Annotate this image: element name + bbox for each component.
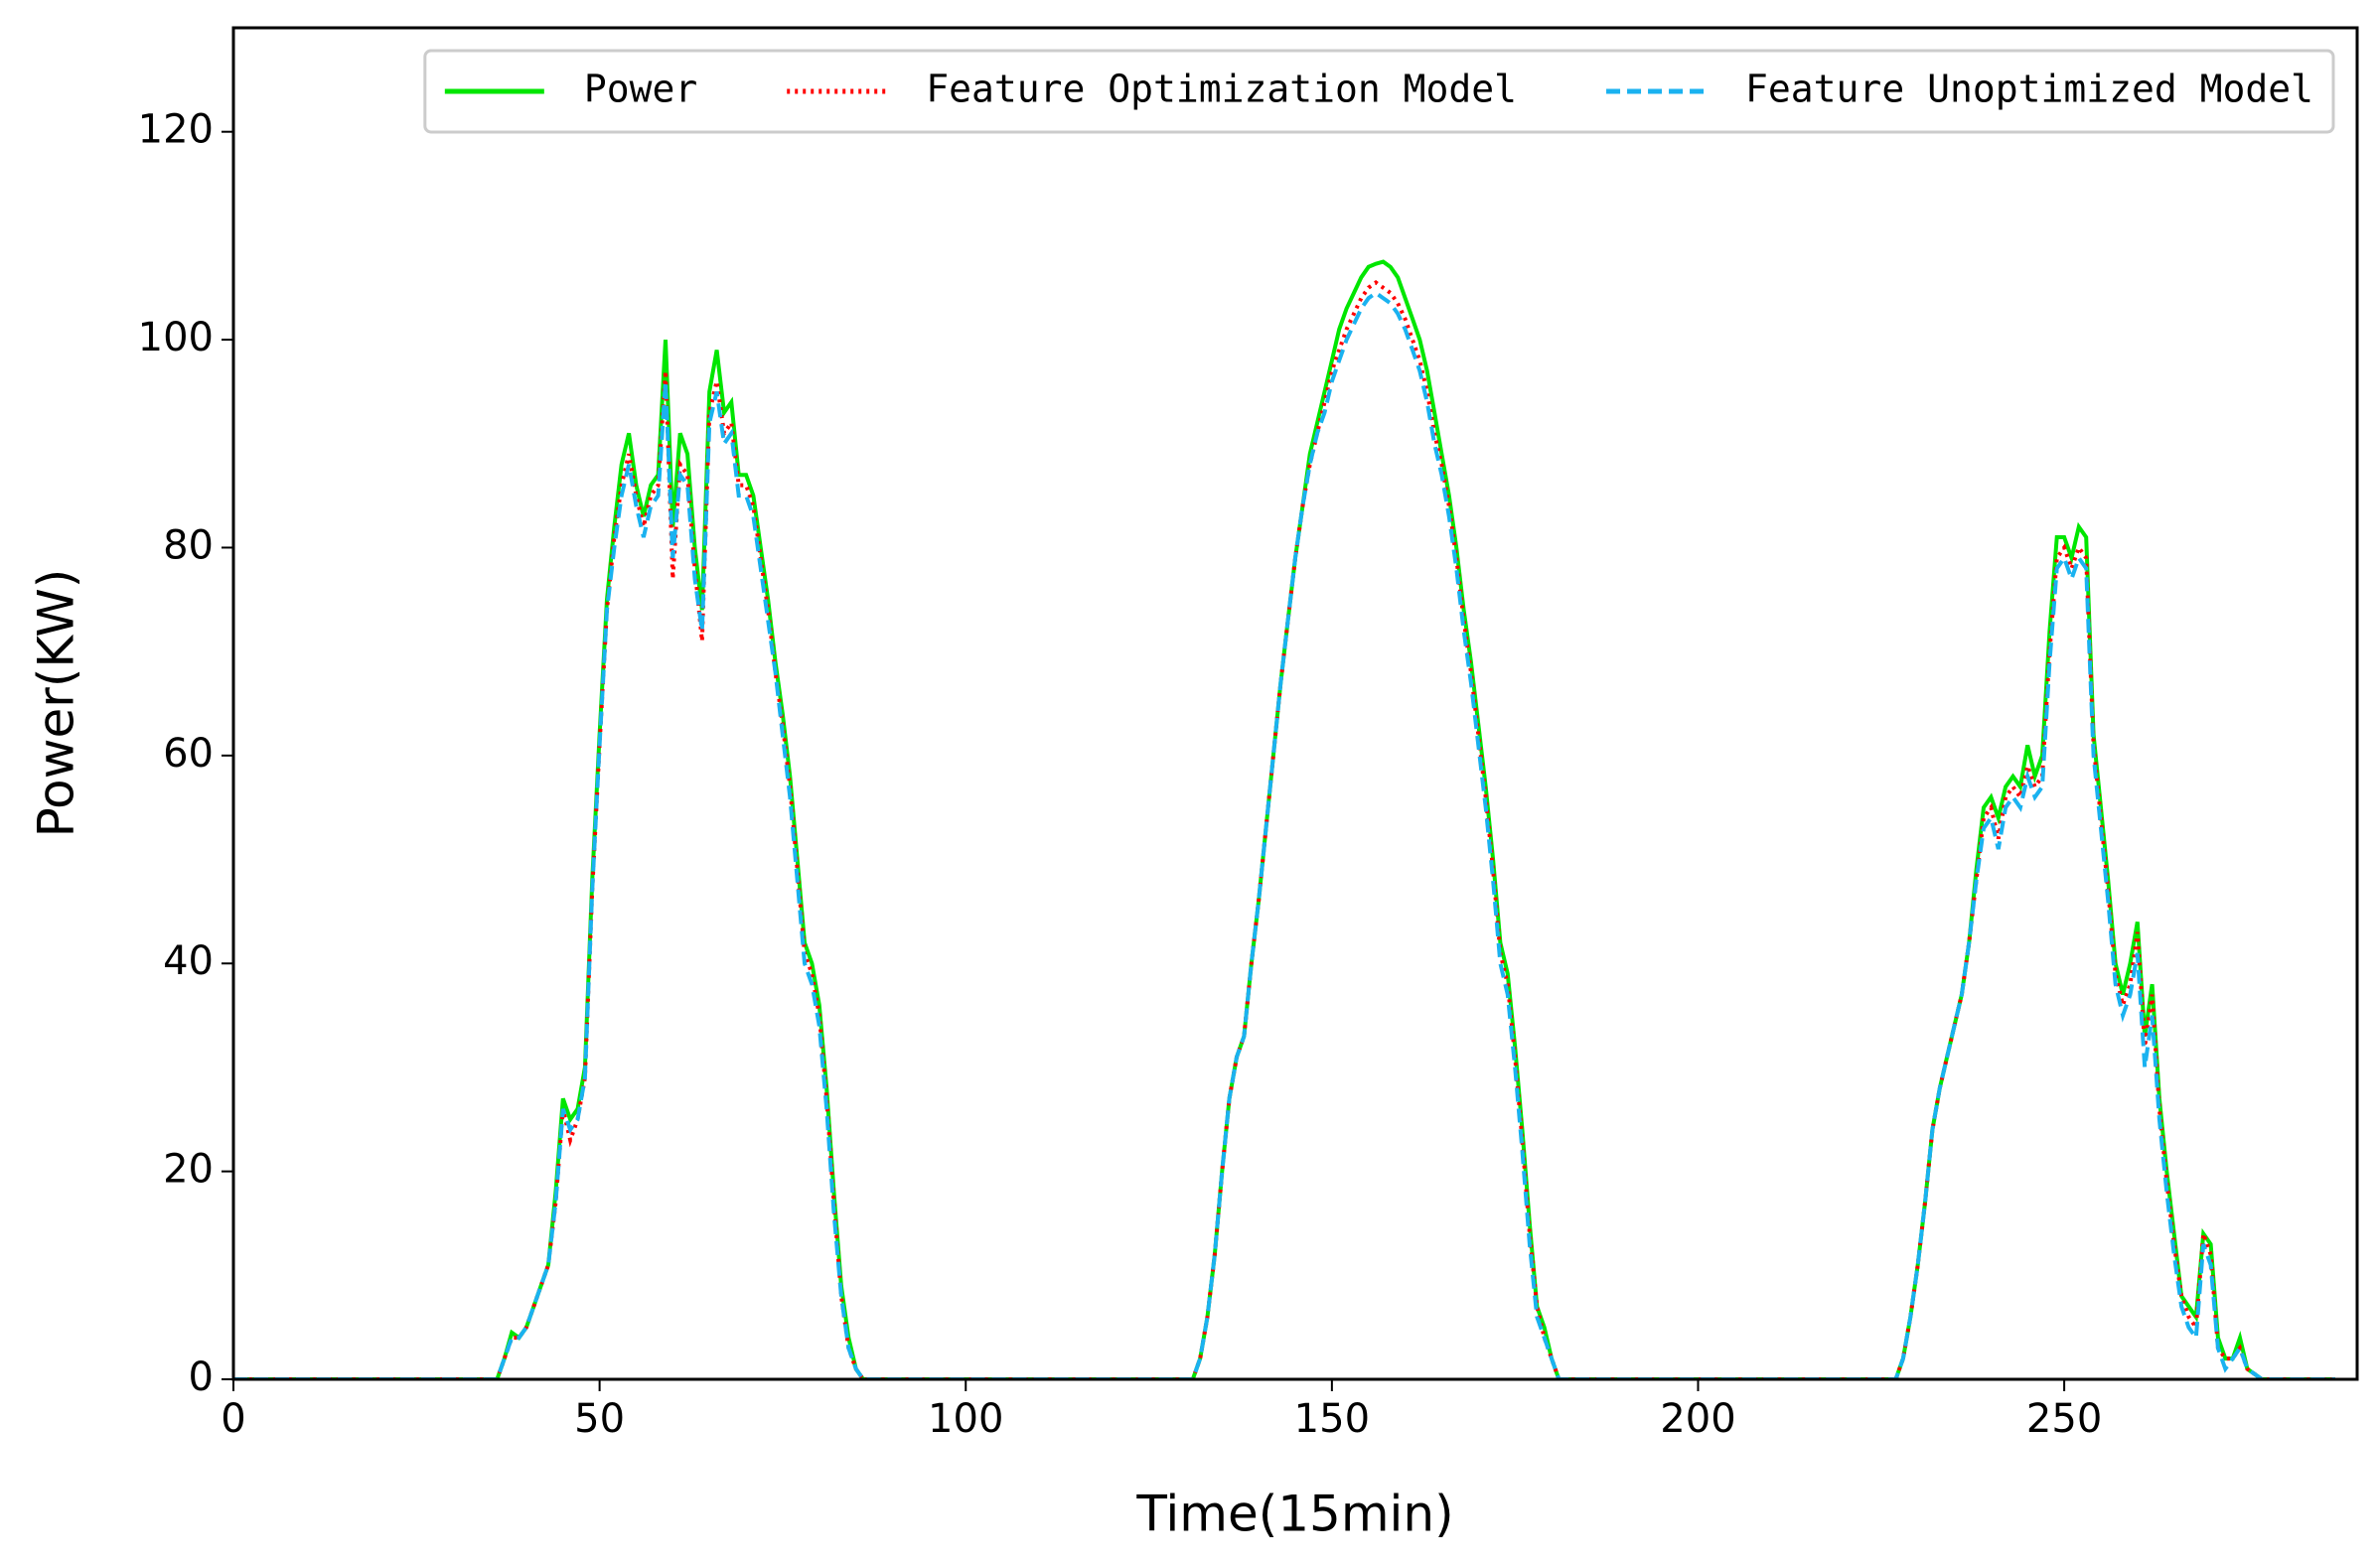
y-tick-label: 0	[189, 1354, 214, 1400]
legend-box	[423, 49, 2335, 134]
x-tick-label: 200	[1660, 1396, 1735, 1442]
y-tick-label: 20	[163, 1147, 214, 1193]
y-axis-label: Power(KW)	[28, 569, 85, 838]
y-tick-label: 120	[138, 107, 214, 153]
series-line	[233, 290, 2335, 1379]
legend-label: Power	[584, 68, 697, 111]
legend-label: Feature Unoptimized Model	[1745, 68, 2313, 111]
x-tick-label: 50	[574, 1396, 625, 1442]
legend-label: Feature Optimization Model	[926, 68, 1517, 111]
x-axis-label: Time(15min)	[1135, 1486, 1453, 1543]
legend: Power Feature Optimization Model Feature U…	[423, 49, 2335, 134]
y-tick-label: 60	[163, 731, 214, 777]
x-tick-label: 100	[928, 1396, 1003, 1442]
y-tick-label: 100	[138, 315, 214, 360]
y-tick-label: 80	[163, 522, 214, 568]
x-tick-label: 0	[221, 1396, 245, 1442]
x-tick-label: 150	[1294, 1396, 1370, 1442]
plot-frame	[231, 26, 2359, 1381]
x-tick-label: 250	[2026, 1396, 2102, 1442]
y-tick-label: 40	[163, 938, 214, 984]
